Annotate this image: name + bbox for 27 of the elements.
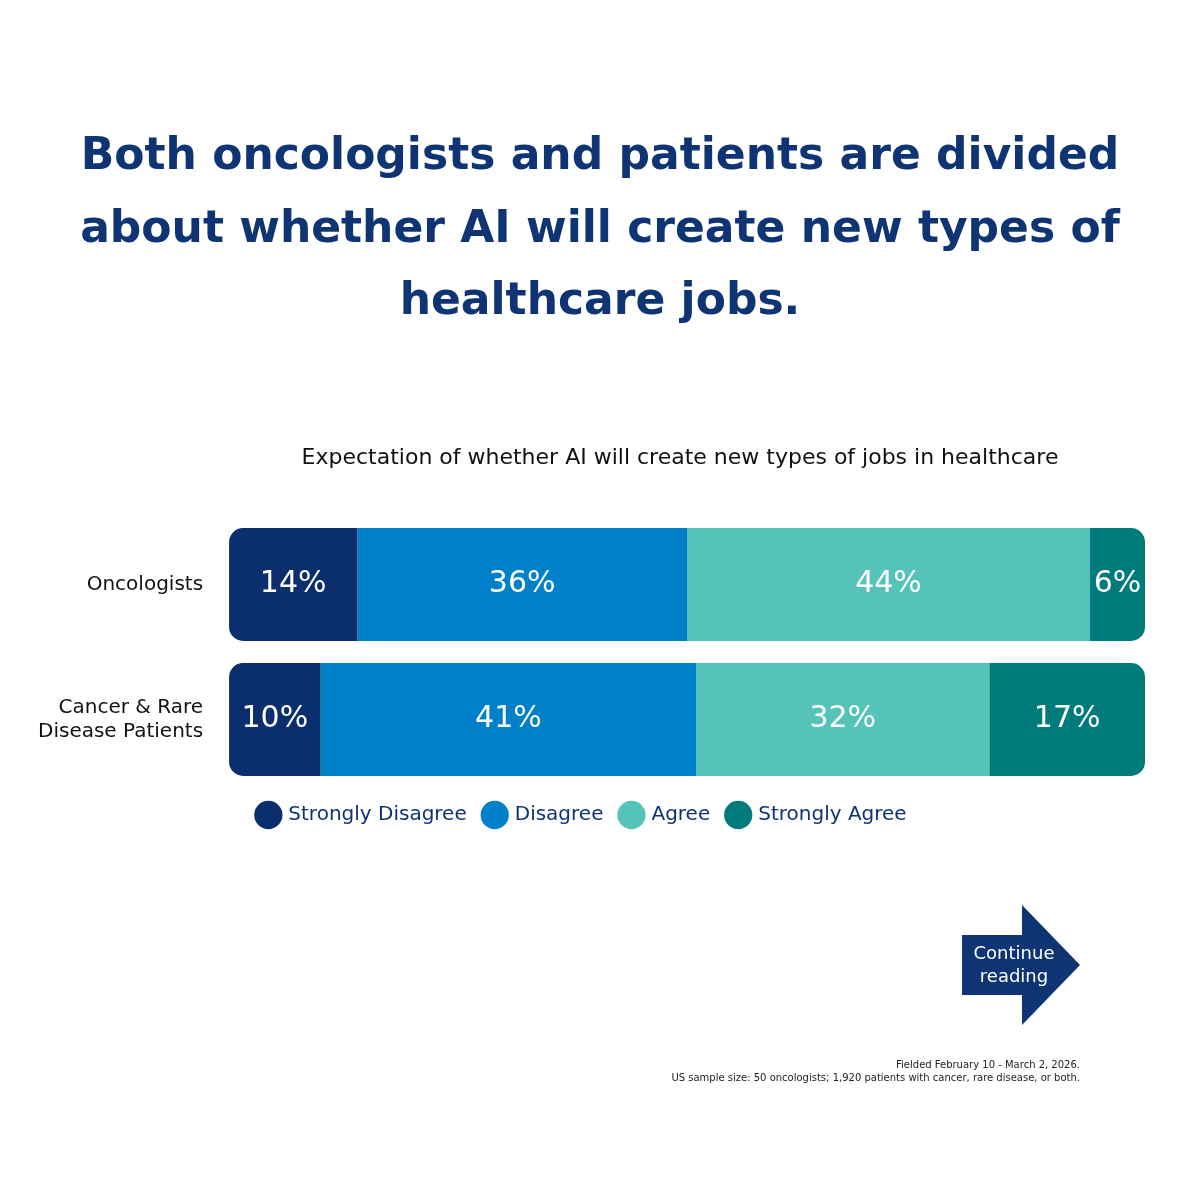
bar — [989, 663, 1145, 776]
chart-title: Both oncologists and patients are divided about whether AI will create new types of healthcare jobs. — [79, 127, 1122, 327]
legend-label: Strongly Agree — [758, 801, 907, 826]
y-tick-label: Oncologists — [86, 570, 204, 595]
data-label: 44% — [855, 564, 922, 600]
data-label: 41% — [475, 699, 542, 735]
bar — [696, 663, 990, 776]
data-label: 36% — [488, 564, 556, 600]
data-label: 14% — [259, 564, 327, 600]
data-label: 32% — [809, 699, 877, 735]
text: Continue reading — [972, 941, 1056, 988]
data-label: 10% — [241, 699, 309, 735]
bar — [320, 663, 697, 776]
bar — [229, 528, 358, 641]
legend-label: Disagree — [514, 801, 604, 826]
text: US sample size: 50 oncologists; 1,920 patients with cancer, rare disease, or both. — [671, 1071, 1080, 1084]
bar — [687, 528, 1091, 641]
bar — [229, 663, 321, 776]
legend-label: Agree — [651, 801, 711, 826]
y-tick-label: Cancer & Rare Disease Patients — [38, 693, 204, 742]
text: Fielded February 10 - March 2, 2026. — [895, 1058, 1080, 1071]
chart-subtitle: Expectation of whether AI will create new types of jobs in healthcare — [300, 444, 1060, 469]
data-label: 6% — [1093, 564, 1142, 600]
legend-label: Strongly Disagree — [288, 801, 467, 826]
data-label: 17% — [1033, 699, 1101, 735]
bar — [357, 528, 688, 641]
bar — [1090, 528, 1145, 641]
